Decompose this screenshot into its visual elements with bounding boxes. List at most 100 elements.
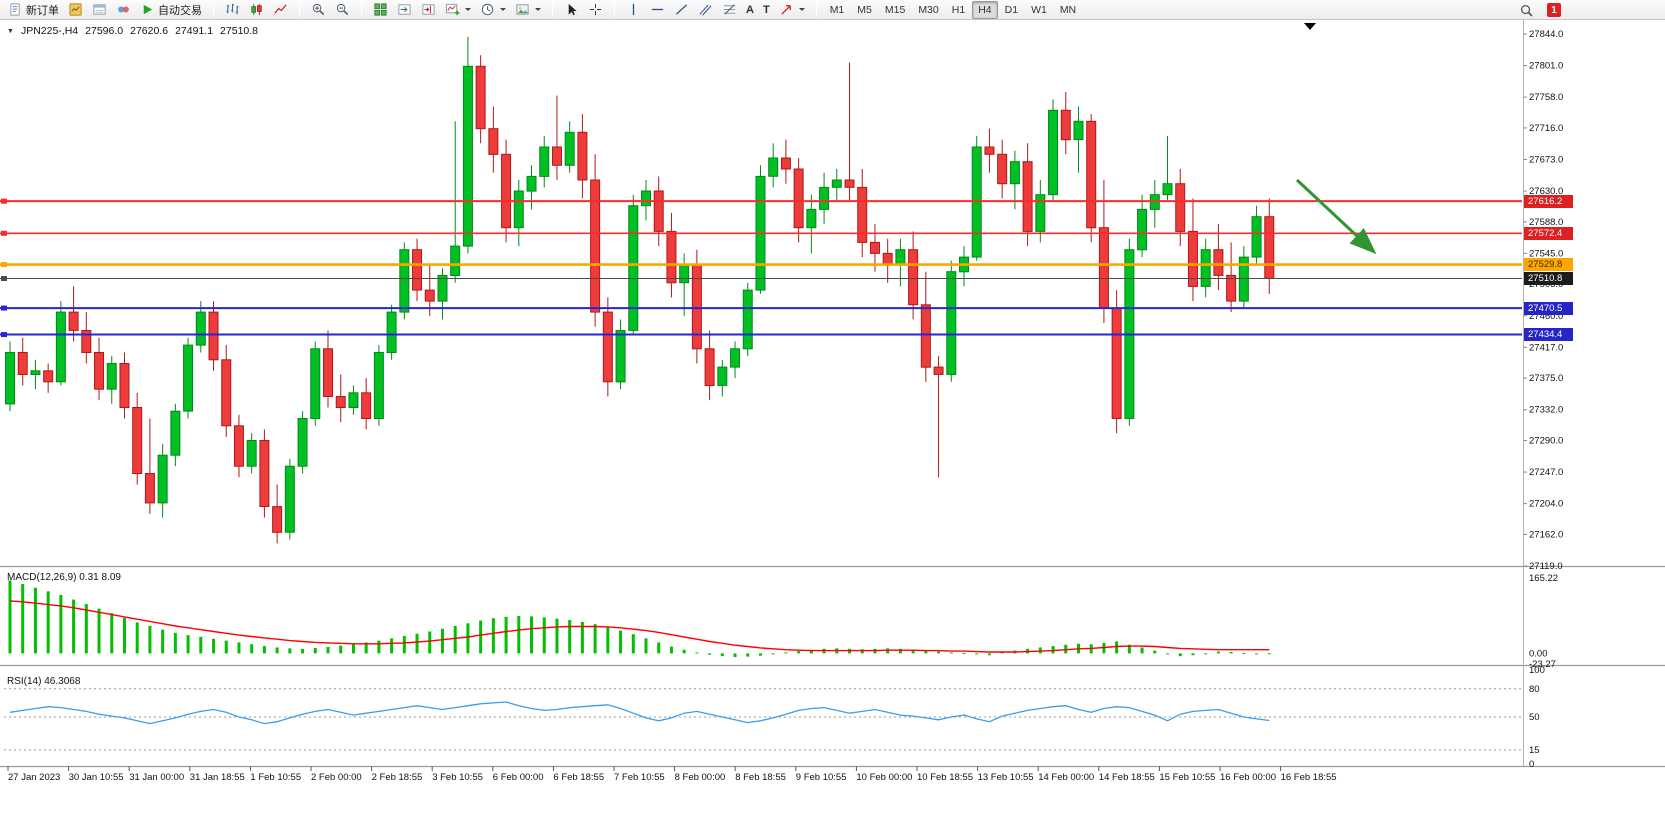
periods-button[interactable] <box>476 1 510 19</box>
market-watch-icon <box>69 3 82 16</box>
zoom-out-button[interactable] <box>331 1 354 19</box>
candle-down-body <box>653 190 664 232</box>
timeframe-h4-button[interactable]: H4 <box>972 0 998 19</box>
candlestick-chart-button[interactable] <box>245 1 268 19</box>
candle-down-body <box>1226 274 1237 302</box>
candle-down-body <box>221 359 232 427</box>
indicators-button[interactable] <box>441 1 475 19</box>
channel-button[interactable] <box>694 1 717 19</box>
crosshair-button[interactable] <box>584 1 607 19</box>
macd-histogram-bar <box>364 642 368 654</box>
price-axis-label: 27630.0 <box>1529 186 1563 197</box>
macd-histogram-bar <box>275 647 279 654</box>
zoom-in-button[interactable] <box>307 1 330 19</box>
price-axis-label: 27844.0 <box>1529 29 1563 40</box>
candle-down-body <box>1098 227 1109 309</box>
hline-anchor[interactable] <box>1 262 7 268</box>
time-axis-label: 2 Feb 00:00 <box>311 772 362 783</box>
macd-histogram-bar <box>148 626 152 654</box>
macd-histogram-bar <box>898 648 902 654</box>
search-button[interactable] <box>1515 1 1538 19</box>
timeframe-mn-button[interactable]: MN <box>1054 1 1082 19</box>
price-tag-27529.8: 27529.8 <box>1524 258 1573 272</box>
timeframe-w1-button[interactable]: W1 <box>1025 1 1053 19</box>
bar-chart-button[interactable] <box>221 1 244 19</box>
candle-up-body <box>768 157 779 177</box>
macd-histogram-bar <box>580 621 584 654</box>
chart-menu-icon[interactable]: ▼ <box>7 27 14 35</box>
candle-up-body <box>437 274 448 302</box>
cursor-button[interactable] <box>560 1 583 19</box>
candle-up-body <box>1073 120 1084 141</box>
text-label-button[interactable]: T <box>759 1 774 19</box>
candle-down-body <box>933 366 944 375</box>
timeframe-m1-button[interactable]: M1 <box>824 1 851 19</box>
text-button[interactable]: A <box>742 1 758 19</box>
candle-up-body <box>297 418 308 467</box>
arrow-tool-icon <box>781 5 791 15</box>
tile-windows-button[interactable] <box>369 1 392 19</box>
candle-up-body <box>55 311 66 383</box>
chart-shift-marker-icon[interactable] <box>1304 23 1316 30</box>
timeframe-m30-button[interactable]: M30 <box>912 1 944 19</box>
macd-histogram-bar <box>797 651 801 654</box>
macd-histogram-bar <box>1204 653 1208 655</box>
crosshair-icon <box>589 3 602 16</box>
text-label-icon: T <box>762 3 770 16</box>
horizontal-line-button[interactable] <box>646 1 669 19</box>
rsi-axis-label: 50 <box>1529 712 1540 723</box>
line-chart-button[interactable] <box>269 1 292 19</box>
hline-anchor[interactable] <box>1 275 7 281</box>
timeframe-d1-button[interactable]: D1 <box>999 1 1024 19</box>
candle-up-body <box>819 186 830 210</box>
macd-histogram-bar <box>568 620 572 654</box>
hline-anchor[interactable] <box>1 230 7 236</box>
candle-down-body <box>119 363 130 408</box>
macd-histogram-bar <box>110 613 114 654</box>
arrows-button[interactable] <box>775 1 809 19</box>
auto-scroll-icon <box>398 4 411 15</box>
price-tag-27434.4: 27434.4 <box>1524 328 1573 342</box>
data-window-button[interactable] <box>88 1 111 19</box>
chart-canvas[interactable]: 27844.0 27801.0 27758.0 27716.0 27673.0 27630… <box>0 20 1665 837</box>
candle-up-body <box>1048 109 1059 196</box>
macd-histogram-bar <box>682 649 686 654</box>
trend-arrow-annotation[interactable] <box>1295 178 1377 255</box>
chart-shift-button[interactable] <box>417 1 440 19</box>
vertical-line-button[interactable] <box>622 1 645 19</box>
hline-anchor[interactable] <box>1 305 7 311</box>
templates-button[interactable] <box>511 1 545 19</box>
macd-histogram-bar <box>8 580 12 654</box>
toolbar-separator <box>299 2 300 17</box>
macd-histogram-bar <box>135 622 139 654</box>
candle-down-body <box>1086 120 1097 229</box>
main-toolbar: 新订单 自动交易 <box>0 0 1665 20</box>
hline-anchor[interactable] <box>1 198 7 204</box>
candle-down-body <box>882 252 893 265</box>
trendline-button[interactable] <box>670 1 693 19</box>
candle-up-body <box>742 289 753 350</box>
chart-window[interactable]: 27844.0 27801.0 27758.0 27716.0 27673.0 27630… <box>0 20 1665 837</box>
chart-header: ▼ JPN225-,H4 27596.0 27620.6 27491.1 275… <box>7 25 258 37</box>
market-watch-button[interactable] <box>64 1 87 19</box>
timeframe-m15-button[interactable]: M15 <box>879 1 911 19</box>
auto-scroll-button[interactable] <box>393 1 416 19</box>
price-axis-label: 27162.0 <box>1529 529 1563 540</box>
candle-down-body <box>424 289 435 302</box>
macd-histogram-bar <box>669 646 673 654</box>
strategy-tester-button[interactable] <box>112 1 135 19</box>
timeframe-h1-button[interactable]: H1 <box>946 1 971 19</box>
macd-histogram-bar <box>288 648 292 654</box>
candle-up-body <box>157 454 168 504</box>
candle-down-body <box>1264 216 1275 279</box>
strategy-tester-icon <box>118 6 129 13</box>
candle-down-body <box>475 65 486 130</box>
new-order-button[interactable]: 新订单 <box>4 1 63 19</box>
fibonacci-button[interactable] <box>718 1 741 19</box>
candle-up-body <box>679 263 690 284</box>
auto-trading-button[interactable]: 自动交易 <box>136 1 206 19</box>
notification-badge[interactable]: 1 <box>1547 3 1561 17</box>
timeframe-m5-button[interactable]: M5 <box>851 1 878 19</box>
time-axis-label: 31 Jan 18:55 <box>190 772 245 783</box>
hline-anchor[interactable] <box>1 332 7 338</box>
